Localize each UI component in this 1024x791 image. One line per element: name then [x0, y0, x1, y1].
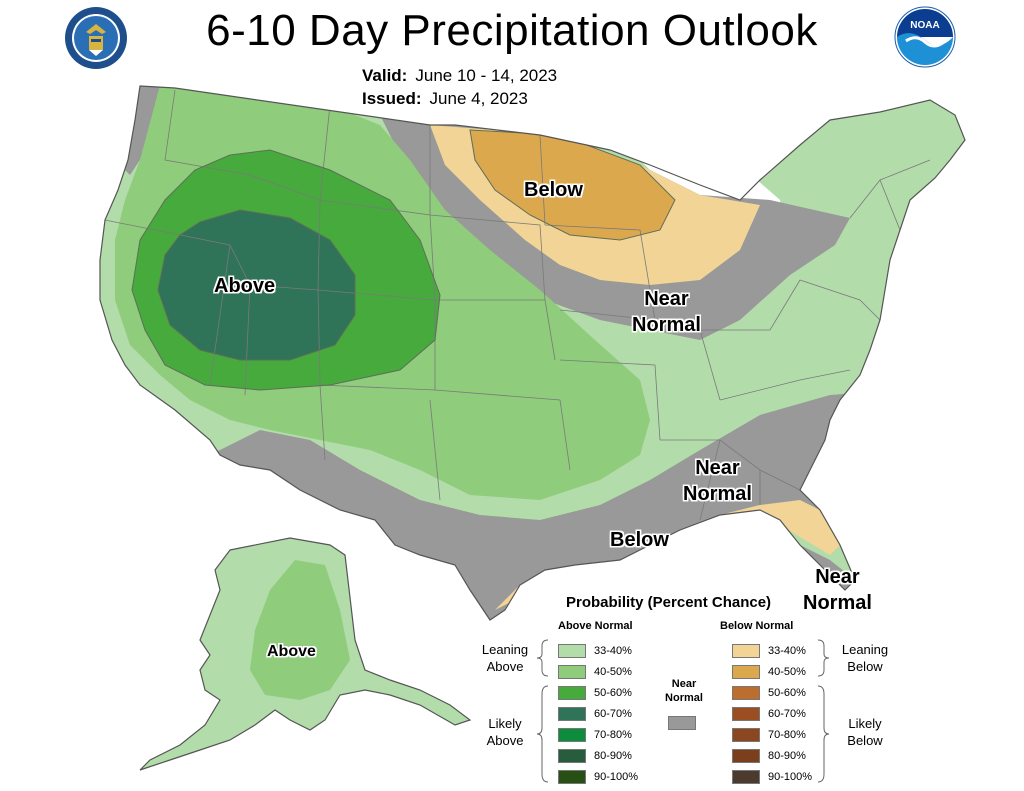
legend-bracket-likely-above	[536, 685, 549, 783]
legend-group-leaning-above: Leaning Above	[470, 641, 540, 675]
legend-above-row: 33-40%	[558, 644, 698, 658]
map-label-near-normal-florida-line1: Near	[815, 566, 860, 588]
noaa-logo-icon: NOAA	[894, 6, 956, 68]
band-above-60-70	[158, 210, 355, 360]
legend-above-swatch-label: 40-50%	[594, 666, 632, 678]
legend-leaning-above-line2: Above	[486, 659, 524, 674]
legend-below-row: 70-80%	[732, 728, 872, 742]
legend-near-normal-line2: Normal	[665, 692, 703, 704]
legend-below-swatch-label: 90-100%	[768, 771, 813, 783]
legend-above-row: 90-100%	[558, 770, 698, 784]
legend-below-swatch	[732, 749, 760, 763]
legend-above-swatch-label: 50-60%	[594, 687, 632, 699]
legend-above-swatch	[558, 665, 586, 679]
legend-above-row: 50-60%	[558, 686, 698, 700]
legend-below-row: 50-60%	[732, 686, 872, 700]
legend-below-row: 60-70%	[732, 707, 872, 721]
legend-above-swatch-label: 80-90%	[594, 750, 632, 762]
legend-bracket-likely-below	[817, 685, 830, 783]
map-label-near-normal-southeast-line2: Normal	[683, 483, 752, 505]
valid-value: June 10 - 14, 2023	[415, 66, 558, 85]
legend-below-swatch	[732, 728, 760, 742]
legend-above-row: 70-80%	[558, 728, 698, 742]
legend-below-swatch-label: 80-90%	[768, 750, 806, 762]
legend-below-swatch-label: 40-50%	[768, 666, 806, 678]
legend-below-swatch	[732, 770, 760, 784]
map-label-near-normal-midwest: Near Normal	[632, 286, 701, 338]
band-near-normal-south	[210, 390, 900, 620]
legend-group-likely-below: Likely Below	[830, 715, 900, 749]
legend-leaning-below-line1: Leaning	[841, 642, 889, 657]
map-label-near-normal-florida-line2: Normal	[803, 592, 872, 614]
band-near-normal-florida	[800, 545, 855, 592]
legend-likely-below-line1: Likely	[848, 716, 882, 731]
legend: Probability (Percent Chance) Above Norma…	[470, 590, 910, 790]
legend-likely-above-line2: Above	[486, 733, 524, 748]
legend-below-row: 40-50%	[732, 665, 872, 679]
legend-near-normal-label: Near Normal	[654, 677, 714, 705]
legend-below-swatch	[732, 644, 760, 658]
legend-bracket-leaning-above	[536, 639, 549, 677]
legend-above-header: Above Normal	[558, 620, 633, 632]
map-title: 6-10 Day Precipitation Outlook	[206, 6, 818, 55]
legend-below-swatch-label: 50-60%	[768, 687, 806, 699]
legend-above-swatch	[558, 728, 586, 742]
map-label-near-normal-midwest-line2: Normal	[632, 314, 701, 336]
legend-near-normal-line1: Near	[671, 678, 697, 690]
legend-above-swatch-label: 60-70%	[594, 708, 632, 720]
map-label-near-normal-midwest-line1: Near	[644, 288, 689, 310]
issued-label: Issued:	[362, 89, 422, 108]
issued-date: Issued: June 4, 2023	[362, 89, 528, 109]
legend-likely-below-line2: Below	[847, 733, 883, 748]
legend-title: Probability (Percent Chance)	[566, 594, 772, 611]
legend-below-swatch	[732, 686, 760, 700]
legend-below-row: 90-100%	[732, 770, 872, 784]
legend-below-swatch-label: 70-80%	[768, 729, 806, 741]
legend-near-normal-swatch	[668, 716, 696, 730]
map-label-near-normal-southeast: Near Normal	[683, 455, 752, 507]
map-label-below-north: Below	[524, 179, 583, 201]
legend-likely-above-line1: Likely	[488, 716, 522, 731]
legend-below-swatch-label: 60-70%	[768, 708, 806, 720]
alaska-band-above-40-50	[250, 560, 350, 700]
legend-below-row: 33-40%	[732, 644, 872, 658]
department-of-commerce-seal-icon	[65, 7, 127, 69]
legend-above-swatch	[558, 686, 586, 700]
legend-below-swatch	[732, 665, 760, 679]
legend-bracket-leaning-below	[817, 639, 830, 677]
legend-above-swatch	[558, 749, 586, 763]
legend-above-swatch-label: 70-80%	[594, 729, 632, 741]
legend-above-swatch	[558, 770, 586, 784]
legend-below-swatch-label: 33-40%	[768, 645, 806, 657]
valid-dates: Valid: June 10 - 14, 2023	[362, 66, 557, 86]
noaa-logo-text: NOAA	[910, 20, 939, 31]
legend-above-row: 60-70%	[558, 707, 698, 721]
legend-leaning-below-line2: Below	[847, 659, 883, 674]
band-near-normal-northwest	[120, 86, 160, 175]
map-label-above-west: Above	[214, 275, 276, 297]
legend-above-swatch	[558, 707, 586, 721]
legend-below-swatch	[732, 707, 760, 721]
legend-below-row: 80-90%	[732, 749, 872, 763]
legend-above-row: 40-50%	[558, 665, 698, 679]
contour-lines	[131, 129, 676, 391]
valid-label: Valid:	[362, 66, 408, 85]
legend-above-swatch-label: 90-100%	[594, 771, 639, 783]
issued-value: June 4, 2023	[429, 89, 528, 108]
legend-above-row: 80-90%	[558, 749, 698, 763]
band-below-gulf	[495, 500, 840, 610]
legend-leaning-above-line1: Leaning	[481, 642, 529, 657]
band-below-40-50-north	[470, 130, 675, 240]
map-label-above-alaska: Above	[267, 643, 316, 660]
map-label-near-normal-florida: Near Normal	[803, 564, 872, 616]
map-label-near-normal-southeast-line1: Near	[695, 457, 740, 479]
legend-below-header: Below Normal	[720, 620, 794, 632]
map-label-below-gulf: Below	[610, 529, 669, 551]
legend-above-swatch	[558, 644, 586, 658]
state-boundaries	[104, 89, 931, 521]
legend-group-leaning-below: Leaning Below	[830, 641, 900, 675]
legend-above-swatch-label: 33-40%	[594, 645, 632, 657]
legend-group-likely-above: Likely Above	[470, 715, 540, 749]
